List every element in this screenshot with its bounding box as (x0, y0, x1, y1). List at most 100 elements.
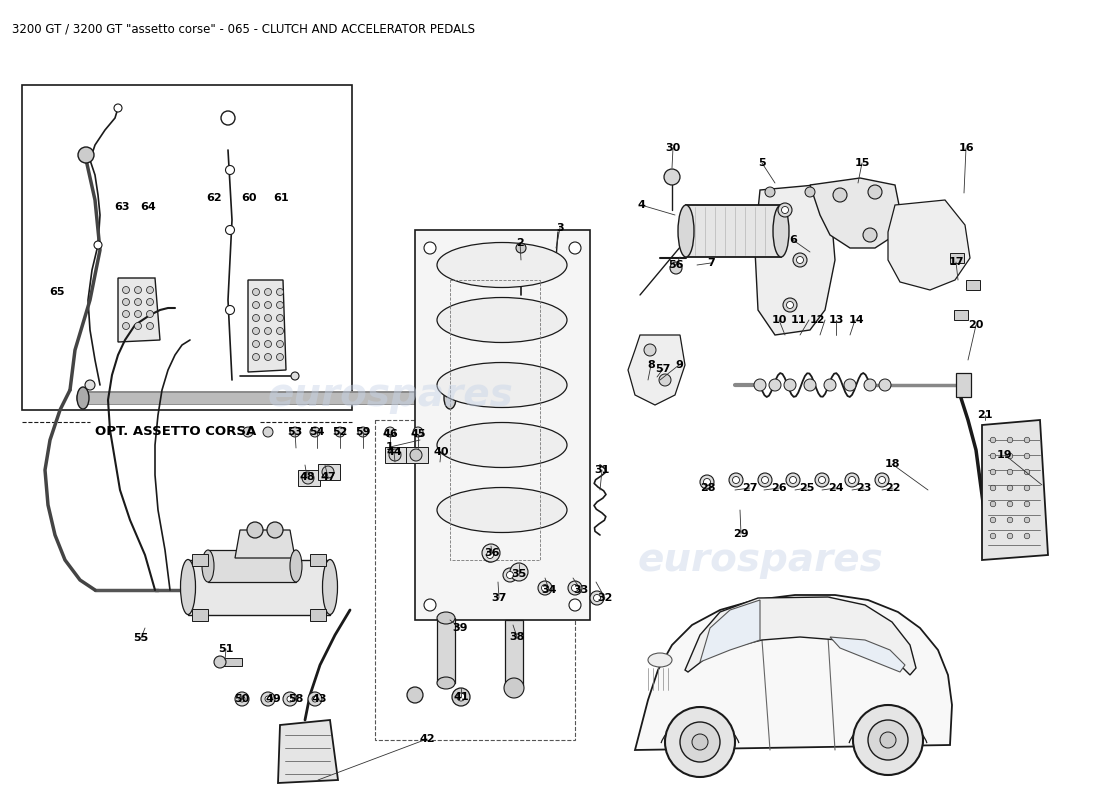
Bar (505, 620, 522, 685)
Text: 21: 21 (977, 410, 992, 420)
Text: 25: 25 (800, 483, 815, 493)
Bar (956, 373, 971, 397)
Circle shape (310, 427, 320, 437)
Circle shape (264, 354, 272, 361)
Polygon shape (700, 600, 760, 662)
Circle shape (221, 111, 235, 125)
Circle shape (261, 692, 275, 706)
Text: 41: 41 (453, 692, 469, 702)
Circle shape (385, 427, 395, 437)
Circle shape (265, 696, 271, 702)
Circle shape (276, 354, 284, 361)
Text: 37: 37 (492, 593, 507, 603)
Circle shape (590, 591, 604, 605)
Text: 9: 9 (675, 360, 683, 370)
Circle shape (990, 501, 996, 507)
Bar (192, 554, 208, 566)
Circle shape (818, 477, 825, 483)
Circle shape (790, 477, 796, 483)
Circle shape (680, 722, 720, 762)
Circle shape (804, 379, 816, 391)
Text: 34: 34 (541, 585, 557, 595)
Bar (192, 609, 208, 621)
Circle shape (410, 449, 422, 461)
Circle shape (704, 478, 711, 486)
Ellipse shape (290, 550, 303, 582)
Circle shape (114, 104, 122, 112)
Circle shape (134, 310, 142, 318)
Text: 51: 51 (218, 644, 233, 654)
Circle shape (78, 147, 94, 163)
Text: 47: 47 (320, 472, 336, 482)
Text: 14: 14 (849, 315, 865, 325)
Text: 13: 13 (828, 315, 844, 325)
Bar (310, 554, 326, 566)
Text: 28: 28 (701, 483, 716, 493)
Text: 23: 23 (856, 483, 871, 493)
Text: 24: 24 (828, 483, 844, 493)
Text: 43: 43 (311, 694, 327, 704)
Text: 30: 30 (666, 143, 681, 153)
Bar (318, 464, 340, 480)
Polygon shape (278, 720, 338, 783)
Bar (437, 618, 455, 683)
Polygon shape (830, 637, 905, 672)
Text: 38: 38 (509, 632, 525, 642)
Circle shape (990, 453, 996, 459)
Circle shape (1024, 533, 1030, 539)
Circle shape (769, 379, 781, 391)
Text: 5: 5 (758, 158, 766, 168)
Circle shape (267, 522, 283, 538)
Bar (686, 205, 781, 257)
Text: 63: 63 (114, 202, 130, 212)
Circle shape (569, 599, 581, 611)
Circle shape (312, 696, 318, 702)
Circle shape (793, 253, 807, 267)
Text: 59: 59 (355, 427, 371, 437)
Circle shape (754, 379, 766, 391)
Circle shape (452, 688, 470, 706)
Text: 3200 GT / 3200 GT "assetto corse" - 065 - CLUTCH AND ACCELERATOR PEDALS: 3200 GT / 3200 GT "assetto corse" - 065 … (12, 22, 475, 35)
Circle shape (990, 485, 996, 490)
Text: 48: 48 (299, 472, 315, 482)
Circle shape (146, 322, 154, 330)
Circle shape (134, 286, 142, 294)
Circle shape (264, 289, 272, 295)
Circle shape (248, 522, 263, 538)
Circle shape (852, 705, 923, 775)
Circle shape (504, 678, 524, 698)
Bar (406, 447, 428, 463)
Circle shape (761, 477, 769, 483)
Circle shape (389, 449, 402, 461)
Circle shape (503, 568, 517, 582)
Text: 33: 33 (573, 585, 588, 595)
Circle shape (264, 341, 272, 347)
Circle shape (1024, 437, 1030, 443)
Circle shape (292, 372, 299, 380)
Circle shape (879, 477, 886, 483)
Circle shape (122, 322, 130, 330)
Text: 26: 26 (771, 483, 786, 493)
Circle shape (864, 228, 877, 242)
Text: 10: 10 (771, 315, 786, 325)
Text: 19: 19 (998, 450, 1013, 460)
Circle shape (1008, 517, 1013, 523)
Circle shape (243, 427, 253, 437)
Text: 45: 45 (410, 429, 426, 439)
Circle shape (786, 302, 793, 309)
Polygon shape (888, 200, 970, 290)
Circle shape (538, 581, 552, 595)
Bar (966, 280, 980, 290)
Polygon shape (810, 178, 900, 248)
Circle shape (424, 242, 436, 254)
Polygon shape (628, 335, 685, 405)
Ellipse shape (437, 362, 566, 407)
Circle shape (122, 310, 130, 318)
Text: 35: 35 (512, 569, 527, 579)
Text: 62: 62 (206, 193, 222, 203)
Circle shape (122, 298, 130, 306)
Ellipse shape (437, 242, 566, 287)
Ellipse shape (180, 559, 196, 614)
Circle shape (146, 310, 154, 318)
Circle shape (1008, 437, 1013, 443)
